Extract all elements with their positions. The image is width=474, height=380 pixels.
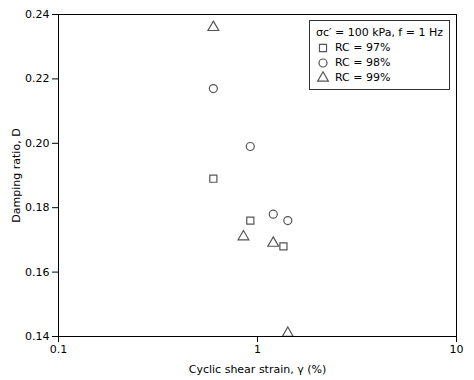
svg-text:0.14: 0.14: [25, 330, 50, 343]
html-text:RC = 99%: RC = 99%: [334, 71, 391, 84]
html-text:σc′ = 100 kPa, f = 1 Hz: σc′ = 100 kPa, f = 1 Hz: [315, 26, 443, 39]
svg-text:0.1: 0.1: [50, 343, 68, 356]
svg-text:10: 10: [450, 343, 464, 356]
html-text:RC = 98%: RC = 98%: [334, 56, 391, 69]
svg-text:0.18: 0.18: [25, 201, 50, 214]
svg-text:0.20: 0.20: [25, 137, 50, 150]
svg-text:Damping ratio, D: Damping ratio, D: [10, 128, 23, 222]
svg-text:1: 1: [254, 343, 261, 356]
html-text:RC = 97%: RC = 97%: [334, 41, 391, 54]
svg-text:0.16: 0.16: [25, 266, 50, 279]
svg-text:Cyclic shear strain, γ (%): Cyclic shear strain, γ (%): [189, 363, 327, 376]
svg-text:0.24: 0.24: [25, 8, 50, 21]
svg-text:0.22: 0.22: [25, 72, 50, 85]
